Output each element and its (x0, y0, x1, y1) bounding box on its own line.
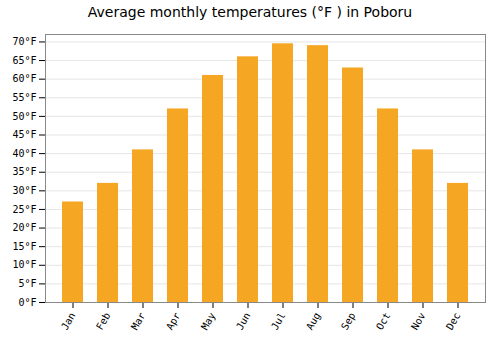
svg-text:10°F: 10°F (12, 259, 36, 270)
svg-text:30°F: 30°F (12, 185, 36, 196)
svg-text:5°F: 5°F (18, 278, 36, 289)
svg-text:15°F: 15°F (12, 241, 36, 252)
svg-text:35°F: 35°F (12, 166, 36, 177)
svg-text:70°F: 70°F (12, 36, 36, 47)
svg-text:Jan: Jan (59, 311, 78, 332)
svg-text:20°F: 20°F (12, 222, 36, 233)
html-text:Average monthly temperatures (: Average monthly temperatures (°F ) in Po… (87, 4, 413, 20)
svg-text:40°F: 40°F (12, 148, 36, 159)
svg-text:25°F: 25°F (12, 204, 36, 215)
svg-text:Jul: Jul (269, 311, 288, 332)
svg-text:Aug: Aug (304, 311, 323, 332)
svg-text:0°F: 0°F (18, 297, 36, 308)
svg-text:Dec: Dec (444, 311, 463, 332)
svg-text:Nov: Nov (409, 311, 428, 332)
svg-text:60°F: 60°F (12, 73, 36, 84)
svg-text:45°F: 45°F (12, 129, 36, 140)
svg-text:Sep: Sep (339, 311, 358, 332)
svg-text:55°F: 55°F (12, 92, 36, 103)
svg-text:Mar: Mar (129, 311, 148, 332)
svg-text:May: May (199, 311, 218, 332)
svg-text:Feb: Feb (94, 311, 113, 332)
svg-text:50°F: 50°F (12, 111, 36, 122)
svg-text:Jun: Jun (234, 311, 253, 332)
svg-text:65°F: 65°F (12, 55, 36, 66)
svg-text:Apr: Apr (164, 311, 183, 332)
svg-text:Oct: Oct (374, 311, 393, 332)
